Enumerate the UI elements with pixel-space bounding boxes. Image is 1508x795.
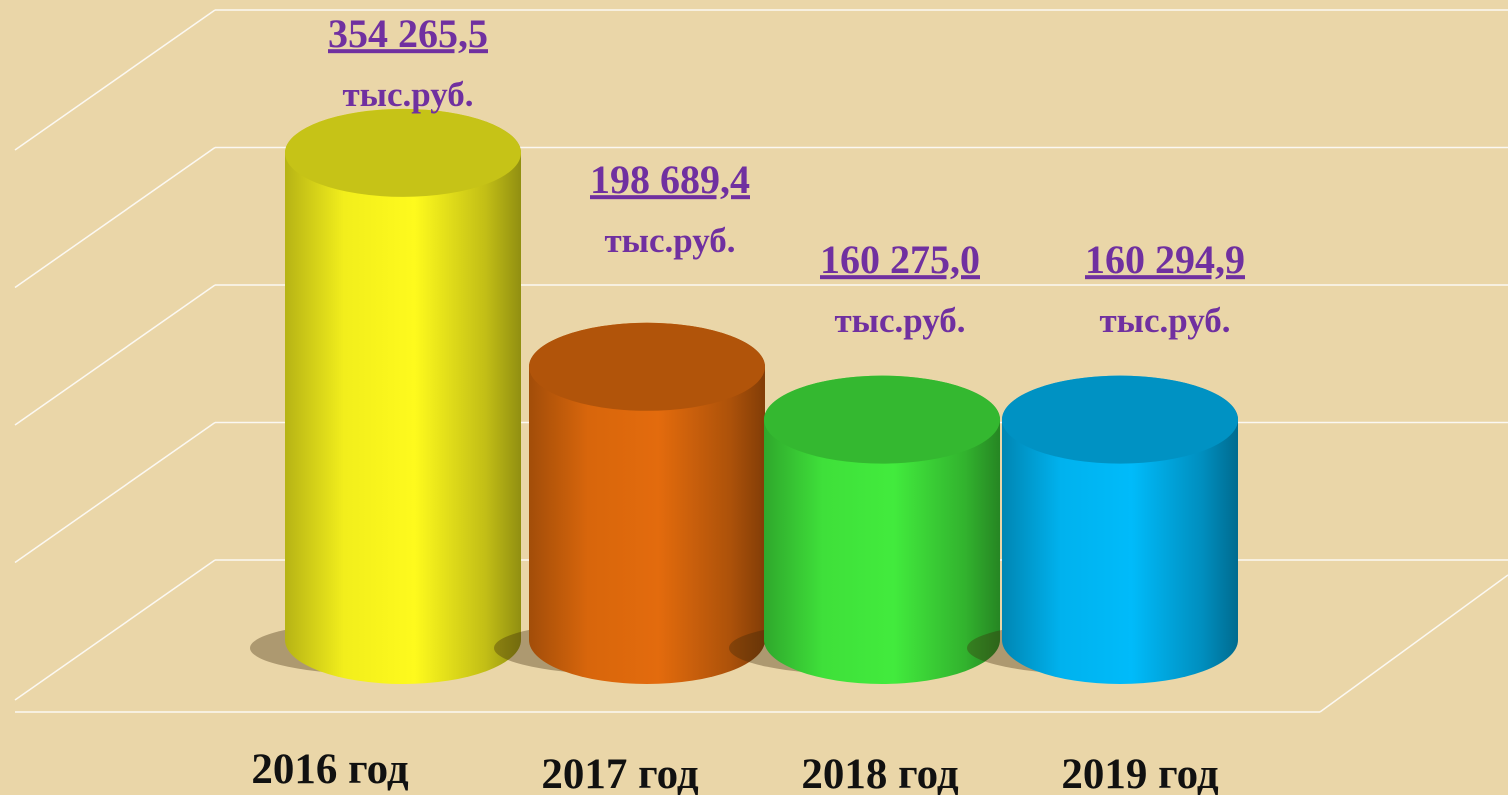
- cylinder-top: [1002, 375, 1238, 464]
- cylinder-top: [764, 375, 1000, 464]
- value-label: 160 275,0: [820, 237, 980, 282]
- value-unit: тыс.руб.: [342, 75, 473, 114]
- grid-line: [14, 146, 1508, 289]
- value-unit: тыс.руб.: [834, 301, 965, 340]
- cylinder-body: [529, 322, 765, 684]
- cylinder-top: [529, 322, 765, 411]
- value-label: 198 689,4: [590, 157, 750, 202]
- grid-line: [14, 9, 1508, 151]
- x-tick-label: 2017 год: [541, 751, 698, 795]
- cylinder-body: [285, 108, 521, 684]
- value-label: 160 294,9: [1085, 237, 1245, 282]
- value-unit: тыс.руб.: [1099, 301, 1230, 340]
- value-label: 354 265,5: [328, 11, 488, 56]
- value-unit: тыс.руб.: [604, 221, 735, 260]
- x-tick-label: 2019 год: [1061, 751, 1218, 795]
- x-tick-label: 2018 год: [801, 751, 958, 795]
- floor-right-line: [1319, 574, 1508, 713]
- x-tick-label: 2016 год: [251, 746, 408, 793]
- cylinder-top: [285, 108, 521, 197]
